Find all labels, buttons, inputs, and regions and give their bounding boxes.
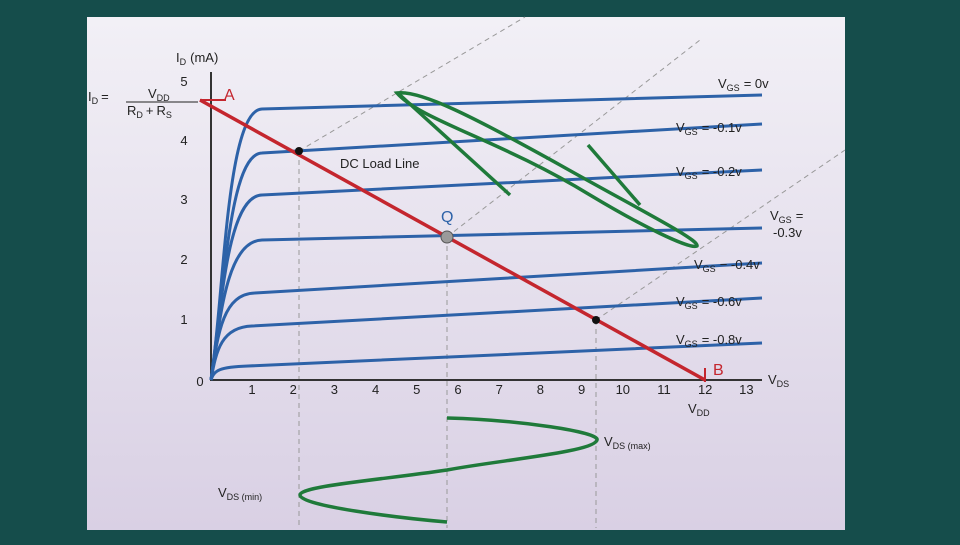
- symbol: V: [676, 332, 685, 347]
- symbol: V: [676, 120, 685, 135]
- y-tick-label: 5: [180, 74, 187, 89]
- curve-label: VGS = -0.6v: [676, 294, 742, 311]
- x-tick-label: 8: [537, 382, 544, 397]
- x-tick-label: 5: [413, 382, 420, 397]
- symbol: V: [770, 208, 779, 223]
- point-label: A: [224, 87, 235, 104]
- subscript: GS: [727, 83, 740, 93]
- value: =: [796, 208, 804, 223]
- y-tick-label: 4: [180, 133, 187, 148]
- guide-lines: [298, 16, 846, 528]
- subscript: GS: [685, 301, 698, 311]
- x-tick-label: 13: [739, 382, 753, 397]
- vds-min-label: VDS (min): [218, 485, 262, 502]
- x-tick-label: 1: [248, 382, 255, 397]
- x-axis-label: VDS: [768, 372, 789, 389]
- symbol: V: [676, 294, 685, 309]
- formula: ID =: [88, 89, 109, 106]
- curve-label: VGS = -0.1v: [676, 120, 742, 137]
- unit: (mA): [190, 50, 218, 65]
- value: = 0v: [744, 76, 769, 91]
- formula-denominator: RD + RS: [127, 103, 172, 120]
- curve-label: VGS =: [770, 208, 803, 225]
- subscript: GS: [685, 171, 698, 181]
- y-axis-label: ID (mA): [176, 50, 218, 67]
- subscript: GS: [703, 264, 716, 274]
- symbol: V: [676, 164, 685, 179]
- vdd-label: VDD: [688, 401, 710, 418]
- subscript: DS: [777, 379, 790, 389]
- x-tick-label: 2: [290, 382, 297, 397]
- operating-point: [592, 316, 600, 324]
- q-point: [440, 230, 454, 244]
- symbol: V: [768, 372, 777, 387]
- value: = -0.1v: [702, 120, 743, 135]
- symbol: V: [218, 485, 227, 500]
- symbol: I: [176, 50, 180, 65]
- vds-max-label: VDS (max): [604, 434, 651, 451]
- x-tick-label: 12: [698, 382, 712, 397]
- subscript: D: [180, 57, 187, 67]
- curve-label: VGS − -0.4v: [694, 257, 760, 274]
- x-tick-label: 10: [616, 382, 630, 397]
- point-label: Q: [441, 209, 453, 226]
- subscript: GS: [685, 127, 698, 137]
- chart-panel: [87, 17, 845, 530]
- curve-label: VGS = -0.8v: [676, 332, 742, 349]
- symbol: V: [718, 76, 727, 91]
- symbol: V: [604, 434, 613, 449]
- subscript: GS: [685, 339, 698, 349]
- x-tick-label: 6: [454, 382, 461, 397]
- symbol: V: [694, 257, 703, 272]
- x-tick-label: 4: [372, 382, 379, 397]
- y-tick-label: 3: [180, 192, 187, 207]
- curve-label: VGS = -0.2v: [676, 164, 742, 181]
- x-tick-label: 7: [496, 382, 503, 397]
- value: − -0.4v: [720, 257, 761, 272]
- point-label: B: [713, 362, 724, 379]
- y-tick-label: 2: [180, 252, 187, 267]
- curve-label-cont: -0.3v: [773, 225, 802, 240]
- curve-label: VGS = 0v: [718, 76, 769, 93]
- subscript: DD: [697, 408, 710, 418]
- operating-point: [295, 147, 303, 155]
- characteristic-curves: [209, 93, 763, 381]
- subscript: DS (min): [227, 492, 263, 502]
- y-tick-label: 1: [180, 312, 187, 327]
- y-tick-label: 0: [196, 374, 203, 389]
- signal-curves: [298, 91, 699, 524]
- formula-numerator: VDD: [148, 86, 170, 103]
- value: = -0.2v: [702, 164, 743, 179]
- axes: [210, 72, 762, 381]
- symbol: V: [688, 401, 697, 416]
- load-line-label: DC Load Line: [340, 156, 420, 171]
- x-tick-label: 3: [331, 382, 338, 397]
- x-tick-label: 11: [657, 382, 671, 397]
- subscript: DS (max): [613, 441, 651, 451]
- x-tick-label: 9: [578, 382, 585, 397]
- value: = -0.8v: [702, 332, 743, 347]
- value: = -0.6v: [702, 294, 743, 309]
- subscript: GS: [779, 215, 792, 225]
